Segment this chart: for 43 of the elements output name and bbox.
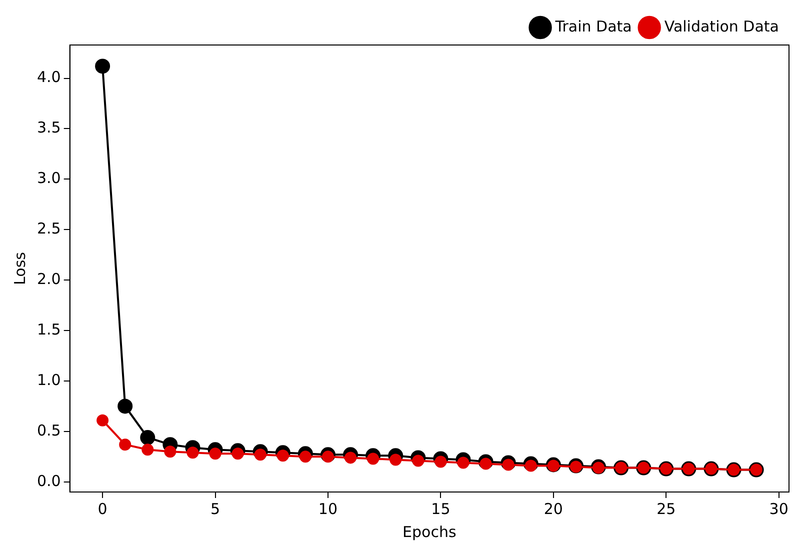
y-tick-label: 2.0 [36, 270, 61, 288]
point [164, 446, 176, 458]
x-tick-label: 25 [656, 500, 676, 518]
point [186, 446, 199, 459]
legend-label: Validation Data [664, 17, 780, 36]
x-tick-label: 20 [544, 500, 563, 518]
point [254, 448, 266, 461]
point [367, 452, 380, 465]
point [209, 448, 222, 460]
point [96, 414, 109, 426]
y-tick-label: 1.0 [36, 370, 61, 389]
point [480, 458, 492, 470]
point [434, 456, 447, 468]
legend-label: Train Data [554, 17, 632, 36]
y-axis-title: Loss [10, 252, 29, 285]
x-tick-label: 10 [318, 500, 338, 518]
x-tick-label: 0 [98, 500, 108, 518]
point [118, 398, 133, 414]
point [412, 454, 424, 467]
x-tick-label: 15 [431, 500, 450, 518]
point [322, 450, 334, 463]
point [524, 460, 537, 472]
point [299, 450, 312, 463]
y-tick-label: 3.5 [36, 118, 61, 137]
y-tick-label: 0.0 [36, 472, 61, 490]
y-tick-label: 4.0 [36, 68, 61, 86]
y-tick-label: 1.5 [36, 320, 61, 338]
point [95, 58, 110, 74]
point [276, 450, 289, 462]
y-tick-label: 2.5 [36, 220, 61, 238]
point [119, 438, 132, 451]
point [390, 454, 402, 466]
point [457, 456, 470, 469]
point [140, 430, 156, 446]
point [344, 452, 357, 464]
point [232, 448, 244, 460]
y-tick-label: 3.0 [36, 169, 61, 188]
point [142, 444, 154, 456]
x-tick-label: 5 [210, 500, 220, 518]
x-axis-title: Epochs [402, 522, 456, 541]
y-tick-label: 0.5 [36, 421, 61, 440]
point [502, 458, 514, 471]
x-tick-label: 30 [769, 500, 788, 518]
